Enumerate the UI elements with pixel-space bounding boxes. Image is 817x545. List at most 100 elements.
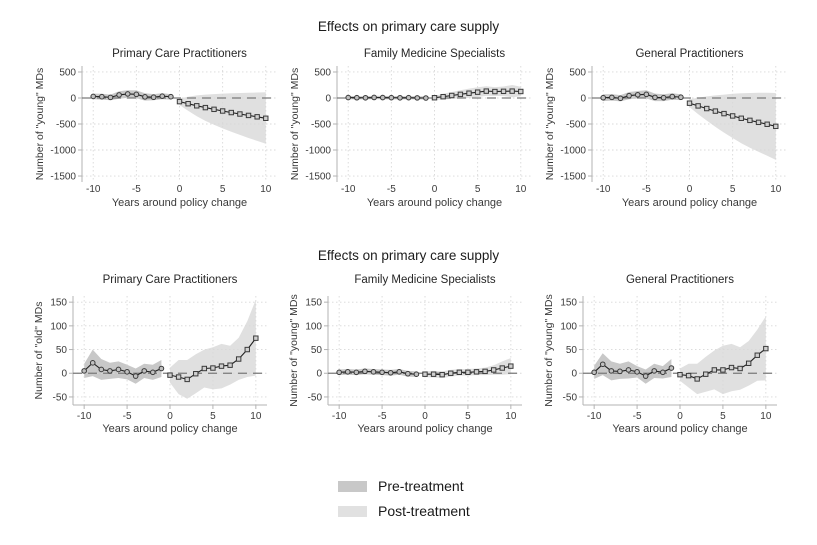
marker-square (245, 112, 252, 119)
panel-title: Primary Care Practitioners (112, 48, 247, 60)
marker-square (677, 371, 683, 378)
marker-square (439, 371, 445, 378)
marker-square (253, 335, 259, 341)
y-tick-label: 500 (569, 67, 586, 78)
x-tick-label: 5 (210, 411, 216, 422)
marker-circle (99, 93, 105, 100)
y-tick-label: -500 (566, 120, 586, 131)
panel-title: General Practitioners (635, 48, 743, 60)
marker-circle (669, 93, 676, 100)
y-tick-label: -50 (308, 392, 323, 403)
marker-circle (608, 368, 615, 374)
y-axis-label: Number of "young" MDs (289, 68, 301, 181)
panel-title: Family Medicine Specialists (354, 274, 495, 286)
marker-square (202, 104, 209, 111)
marker-square (227, 362, 233, 368)
marker-square (729, 113, 736, 119)
marker-circle (98, 366, 105, 373)
marker-square (482, 368, 488, 375)
x-tick-label: -10 (332, 411, 347, 422)
marker-square (237, 111, 243, 117)
y-tick-label: -1000 (305, 146, 331, 157)
x-tick-label: 5 (720, 411, 726, 422)
x-tick-label: -5 (132, 184, 141, 195)
marker-square (457, 91, 464, 98)
marker-circle (159, 93, 166, 99)
marker-circle (354, 94, 360, 101)
legend-swatch-pre-treatment (338, 480, 367, 492)
marker-square (763, 345, 769, 352)
legend-swatch-post-treatment (338, 505, 367, 517)
y-tick-label: 100 (560, 321, 577, 332)
marker-square (474, 89, 481, 95)
marker-square (194, 103, 200, 109)
marker-circle (405, 94, 412, 101)
series-line-pre-treatment (348, 96, 426, 99)
y-tick-label: -1000 (50, 146, 76, 157)
y-tick-label: -50 (563, 392, 578, 403)
x-tick-label: 5 (475, 184, 481, 195)
y-tick-label: 0 (316, 369, 322, 380)
marker-square (473, 369, 480, 375)
marker-square (448, 370, 454, 376)
marker-circle (423, 95, 429, 101)
x-axis-label: Years around policy change (612, 423, 747, 435)
x-tick-label: -5 (387, 184, 396, 195)
marker-square (728, 364, 735, 371)
marker-square (737, 365, 743, 372)
legend-item-post-treatment: Post-treatment (338, 503, 470, 519)
x-tick-label: -10 (77, 411, 92, 422)
marker-circle (634, 369, 640, 375)
figure-title-row2: Effects on primary care supply (317, 248, 500, 263)
y-tick-label: -1000 (560, 146, 586, 157)
legend-label-post-treatment: Post-treatment (378, 503, 470, 519)
marker-circle (413, 371, 420, 377)
marker-circle (600, 94, 607, 101)
x-tick-label: 5 (465, 411, 471, 422)
marker-square (176, 98, 183, 105)
marker-circle (617, 368, 623, 375)
ci-band-pre-treatment (84, 349, 162, 384)
marker-circle (660, 369, 666, 376)
marker-square (449, 92, 455, 99)
marker-circle (678, 94, 684, 101)
marker-square (244, 346, 250, 353)
marker-square (254, 114, 260, 120)
marker-square (185, 101, 191, 107)
marker-square (465, 369, 471, 375)
marker-circle (642, 373, 649, 379)
marker-circle (379, 94, 386, 101)
x-tick-label: 0 (177, 184, 183, 195)
ci-band-pre-treatment (93, 90, 171, 101)
marker-square (695, 103, 701, 109)
marker-circle (660, 94, 667, 101)
x-tick-label: -5 (378, 411, 387, 422)
marker-circle (668, 365, 675, 371)
marker-square (193, 371, 199, 377)
y-tick-label: 500 (314, 67, 331, 78)
y-axis-label: Number of "young" MDs (543, 294, 555, 407)
y-tick-label: -1500 (305, 172, 331, 183)
y-tick-label: -1500 (50, 172, 76, 183)
marker-square (175, 374, 182, 380)
marker-square (721, 110, 727, 117)
marker-square (430, 371, 437, 377)
marker-square (219, 108, 226, 114)
marker-circle (591, 369, 597, 376)
marker-circle (362, 94, 369, 101)
marker-circle (651, 368, 658, 374)
marker-circle (362, 368, 368, 375)
marker-circle (626, 92, 632, 99)
ci-band-pre-treatment (594, 353, 672, 384)
marker-circle (107, 368, 113, 374)
chart-panel-bottom-primary-care: 150 100 50 0 -50 -10 -5 0 5 10 Primary Care Practi… (30, 270, 285, 448)
legend: Pre-treatment Post-treatment (338, 478, 470, 528)
x-tick-label: -5 (123, 411, 132, 422)
x-tick-label: 5 (730, 184, 736, 195)
marker-circle (124, 91, 131, 97)
ci-band-pre-treatment (603, 90, 681, 102)
marker-circle (141, 368, 148, 374)
x-tick-label: 10 (505, 411, 517, 422)
marker-circle (107, 94, 114, 101)
